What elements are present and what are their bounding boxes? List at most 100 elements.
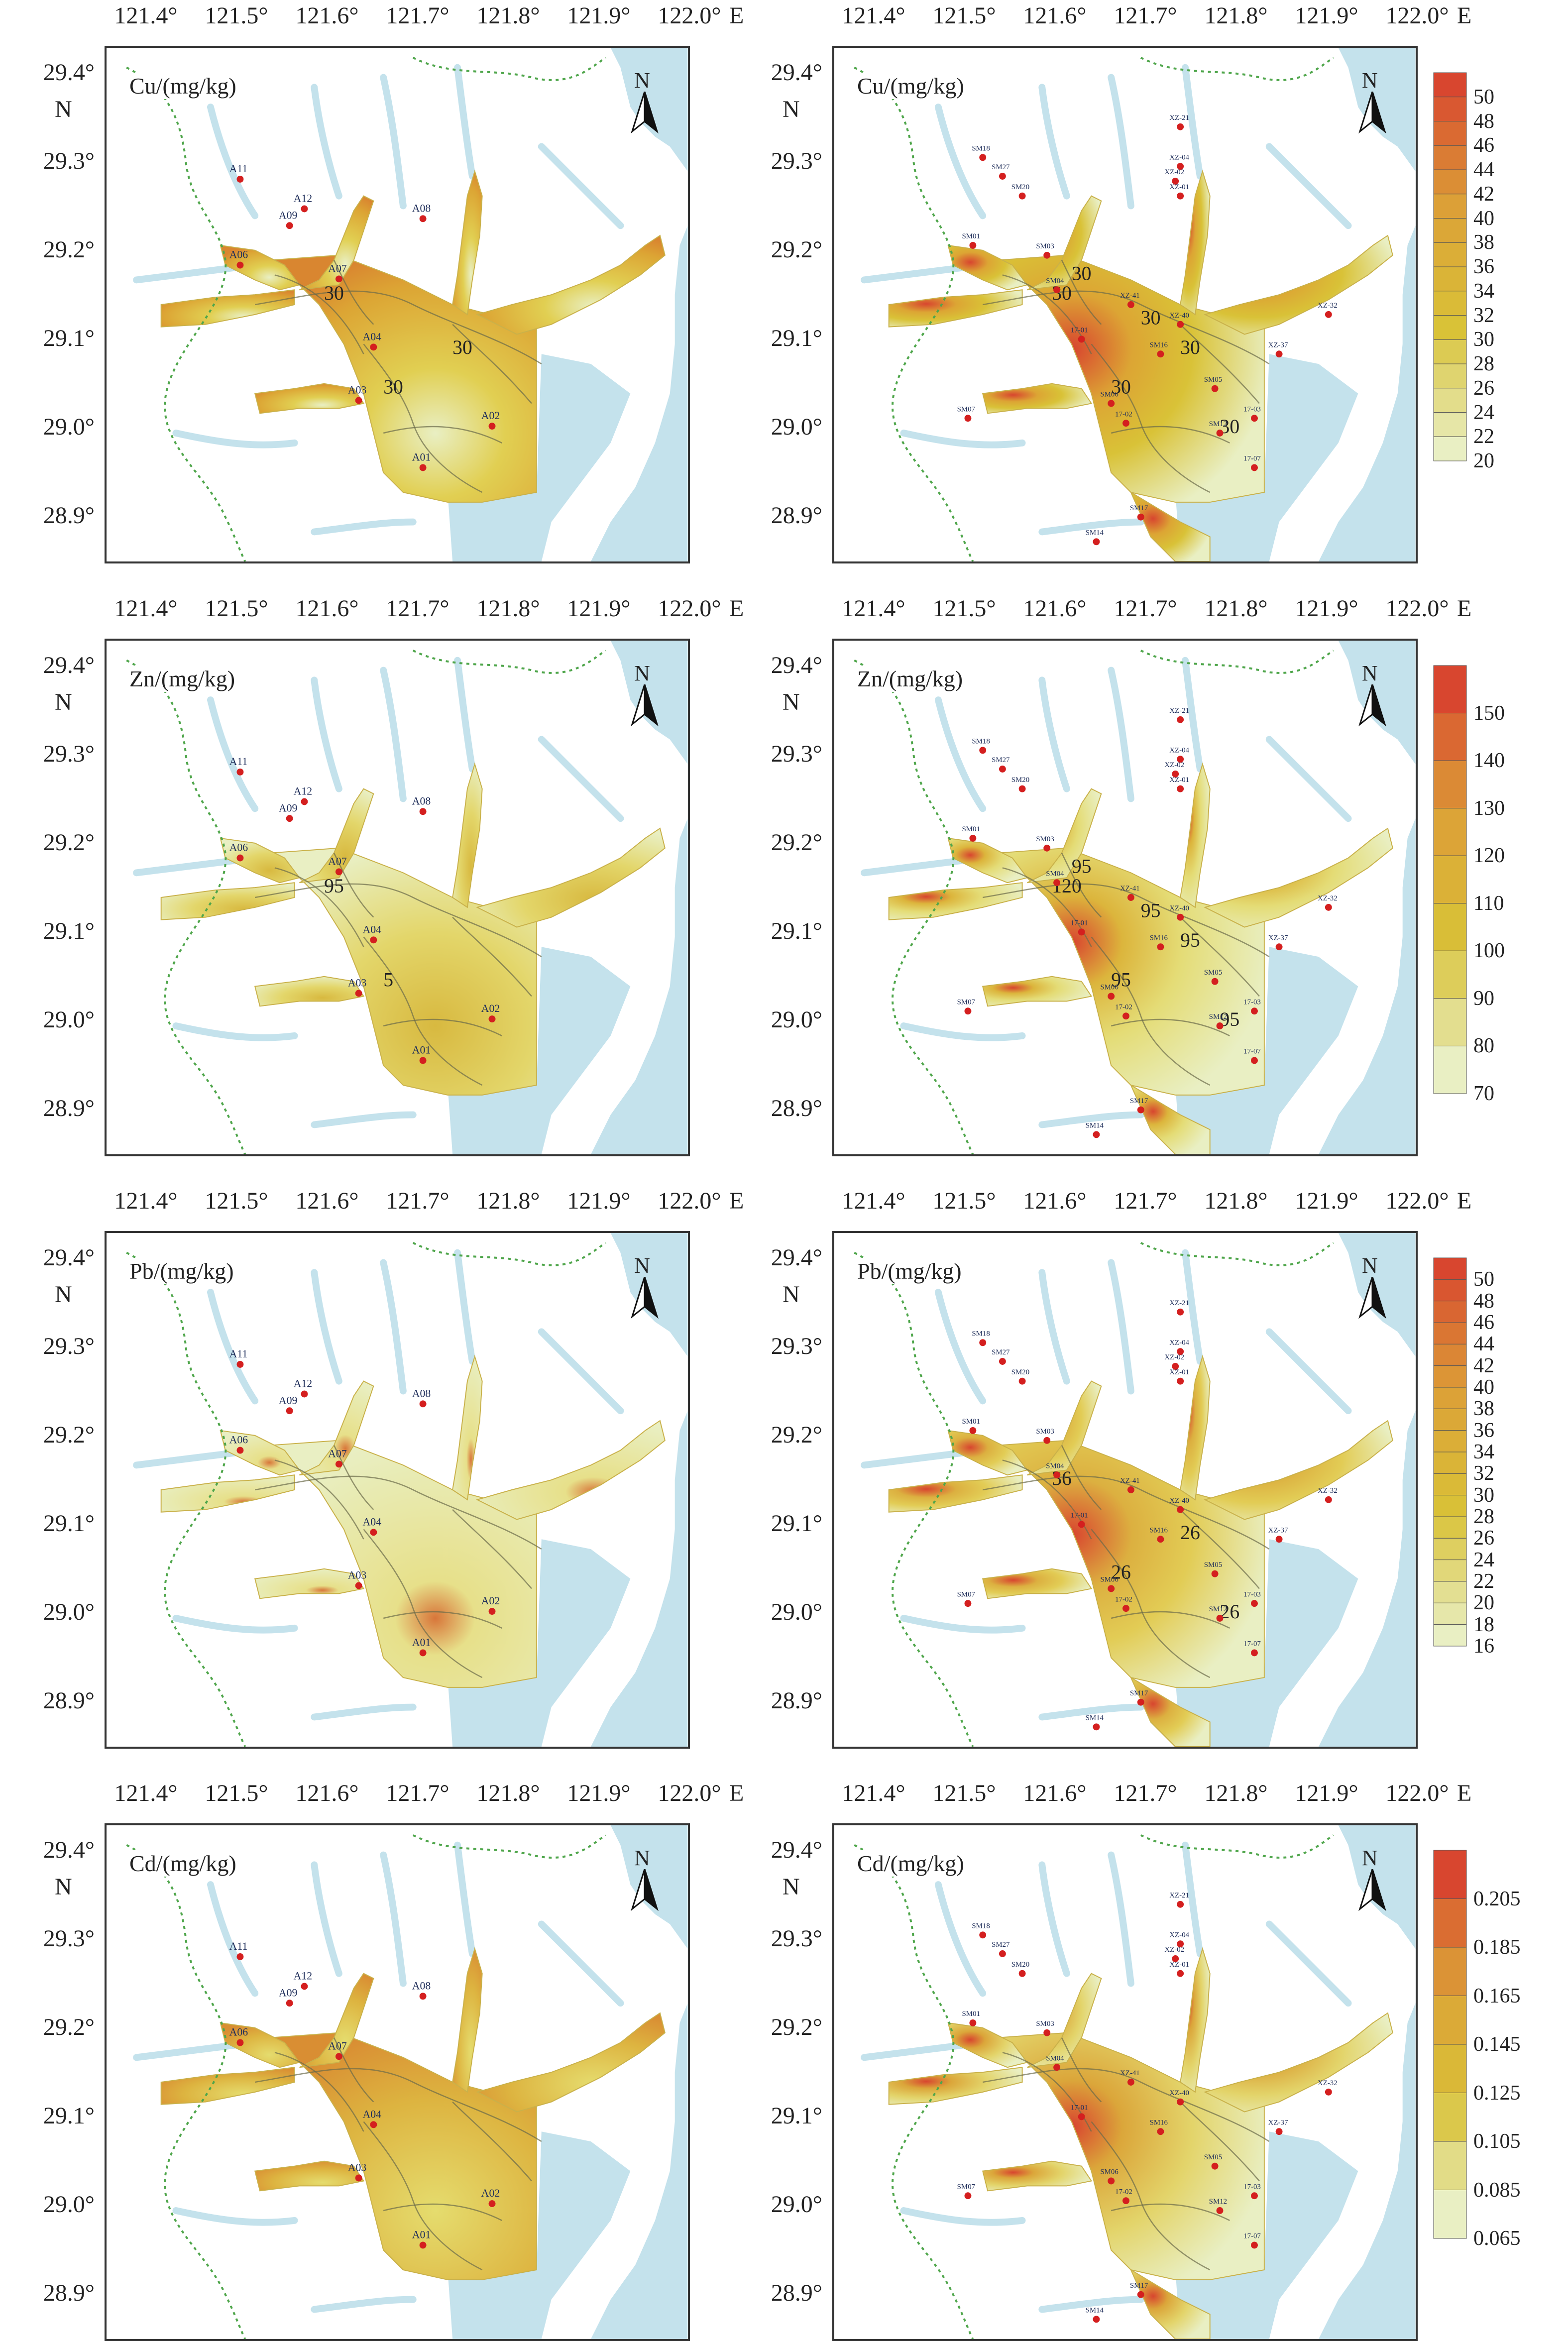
colorbar-segment [1433, 97, 1467, 121]
site-label: SM17 [1130, 504, 1148, 512]
colorbar-segment [1433, 1322, 1467, 1344]
interpolated-channel [982, 976, 1093, 1007]
province-boundary [854, 1834, 1334, 2339]
site-marker [1251, 464, 1258, 471]
site-marker [1275, 943, 1283, 951]
interpolated-channel [299, 1380, 374, 1476]
site-label: A04 [363, 1516, 382, 1528]
site-marker [236, 1361, 244, 1368]
y-tick-label: 29.2° [43, 2014, 95, 2040]
river-channel [934, 1289, 987, 1405]
interpolated-channel [1027, 1380, 1102, 1476]
colorbar-tick-label: 20 [1473, 1591, 1494, 1615]
site-marker [1018, 785, 1026, 792]
site-label: SM04 [1046, 277, 1064, 285]
colorbar-tick-label: 32 [1473, 304, 1494, 327]
colorbar-segment [1433, 1602, 1467, 1625]
y-tick-label: 29.3° [43, 1333, 95, 1359]
colorbar-tick-label: 80 [1473, 1034, 1494, 1058]
site-label: XZ-01 [1169, 1961, 1189, 1969]
y-tick-label: 29.1° [771, 2103, 822, 2129]
y-tick-label: 29.0° [43, 1006, 95, 1033]
contour-label: 30 [383, 376, 403, 398]
y-tick-label: 29.2° [43, 829, 95, 856]
river-channel [1108, 1259, 1134, 1395]
interpolated-channel [1180, 1947, 1211, 2093]
colorbar-tick-label: 42 [1473, 1354, 1494, 1377]
map-canvas: SM18 SM27 SM20 SM01 SM03 SM04 17-01 SM07 SM06 SM1… [854, 1825, 1416, 2339]
contour-line [383, 1611, 502, 1629]
site-marker [286, 815, 293, 822]
y-tick-label: 29.4° [43, 652, 95, 678]
site-marker [1093, 2316, 1100, 2323]
site-marker [1127, 894, 1134, 901]
site-label: SM16 [1150, 2118, 1168, 2126]
interpolated-field [268, 254, 537, 503]
water-body [1318, 48, 1416, 561]
north-label: N [634, 1846, 650, 1870]
site-marker [1157, 943, 1164, 951]
x-tick-label: 121.8° [1204, 595, 1268, 622]
site-marker [370, 936, 377, 944]
interpolated-channel [299, 195, 374, 291]
north-arrow-icon [631, 92, 659, 134]
colorbar-segment [1433, 1996, 1467, 2045]
colorbar-segment [1433, 1343, 1467, 1366]
site-marker [979, 154, 987, 161]
site-marker [1093, 538, 1100, 546]
north-arrow: N [627, 68, 662, 134]
site-marker [1275, 350, 1283, 358]
site-label: A11 [229, 163, 248, 175]
y-unit-label: N [783, 689, 800, 715]
interpolated-channel [982, 383, 1093, 414]
x-tick-label: 122.0° [658, 595, 721, 622]
site-label: A01 [412, 1637, 431, 1649]
colorbar-segment [1433, 2044, 1467, 2093]
y-tick-label: 29.4° [771, 59, 822, 86]
colorbar-tick-label: 26 [1473, 376, 1494, 400]
river-channel [207, 1289, 259, 1405]
water-body [1318, 641, 1416, 1154]
site-label: SM06 [1100, 391, 1118, 399]
colorbar-segment [1433, 998, 1467, 1046]
interpolated-channel [452, 1354, 483, 1501]
site-label: SM18 [972, 737, 990, 745]
interpolated-channel [452, 1947, 483, 2093]
variable-label: Zn/(mg/kg) [854, 666, 966, 692]
interpolated-channel [1204, 2012, 1393, 2113]
map-canvas: 303030303030SM18SM27SM20SM01SM03SM0417-0… [854, 48, 1416, 561]
site-label: SM05 [1204, 1561, 1222, 1569]
site-label: A09 [279, 802, 298, 814]
site-marker [1172, 1362, 1179, 1370]
site-label: A09 [279, 1987, 298, 1999]
colorbar-segment [1433, 1408, 1467, 1431]
y-tick-label: 29.1° [43, 325, 95, 351]
map-panel-pb-right: 36 26 26 26 SM18 SM27 SM20 SM01 SM03 SM04 17-01 SM0… [832, 1231, 1418, 1749]
site-label: 17-03 [1243, 1590, 1261, 1598]
contour-line [452, 2101, 532, 2182]
colorbar-tick-label: 44 [1473, 158, 1494, 181]
site-marker [419, 1993, 427, 2000]
x-tick-label: 122.0° [1385, 595, 1449, 622]
site-label: SM20 [1011, 1368, 1029, 1376]
site-label: A03 [348, 2162, 367, 2174]
x-tick-label: 121.9° [1295, 595, 1358, 622]
river-channel [380, 1259, 407, 1395]
y-tick-label: 28.9° [43, 2280, 95, 2306]
site-label: XZ-32 [1318, 1487, 1338, 1495]
site-marker [1177, 1377, 1184, 1385]
interpolated-channel [160, 882, 295, 920]
contour-label: 30 [324, 282, 344, 304]
colorbar-tick-label: 38 [1473, 1397, 1494, 1421]
site-label: SM17 [1130, 1097, 1148, 1105]
site-marker [969, 834, 977, 842]
site-label: XZ-04 [1169, 153, 1189, 161]
x-tick-label: 122.0° [1385, 1188, 1449, 1214]
colorbar-segment [1433, 242, 1467, 267]
map-panel-cd-right: SM18 SM27 SM20 SM01 SM03 SM04 17-01 SM07 SM06 SM1… [832, 1823, 1418, 2341]
colorbar-segment [1433, 412, 1467, 437]
site-marker [1043, 1437, 1051, 1444]
interpolated-channel [947, 244, 1028, 291]
interpolated-channel [1129, 491, 1211, 561]
site-label: A12 [294, 193, 313, 205]
